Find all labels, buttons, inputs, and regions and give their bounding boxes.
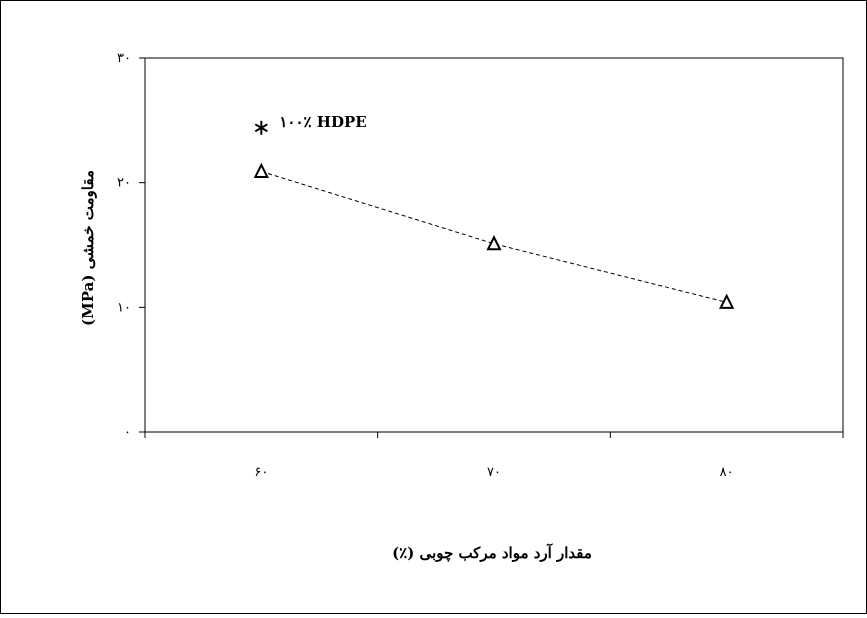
y-tick-label: ۱۰ <box>117 300 131 315</box>
x-axis: ۶۰ ۷۰ ۸۰ <box>144 432 844 480</box>
triangle-marker <box>253 162 269 178</box>
y-tick-label: ۳۰ <box>117 51 131 66</box>
x-axis-title: مقدار آرد مواد مرکب چوبی (٪) <box>392 543 592 562</box>
series-layer <box>253 162 735 309</box>
triangle-marker <box>486 235 502 251</box>
y-axis-title: مقاومت خمشی (MPa) <box>79 170 97 326</box>
reference-point-label: ۱۰۰٪ HDPE <box>279 113 366 131</box>
asterisk-marker <box>254 120 268 135</box>
plot-area <box>144 57 844 433</box>
x-tick-label: ۷۰ <box>487 465 501 480</box>
annotation-layer: ۱۰۰٪ HDPE <box>254 113 367 135</box>
triangle-marker <box>719 293 735 309</box>
x-tick-label: ۶۰ <box>254 465 268 480</box>
y-tick-label: ۲۰ <box>117 176 131 191</box>
y-axis: ۰ ۱۰ ۲۰ ۳۰ <box>117 51 145 440</box>
y-tick-label: ۰ <box>124 425 131 440</box>
x-tick-label: ۸۰ <box>720 465 734 480</box>
